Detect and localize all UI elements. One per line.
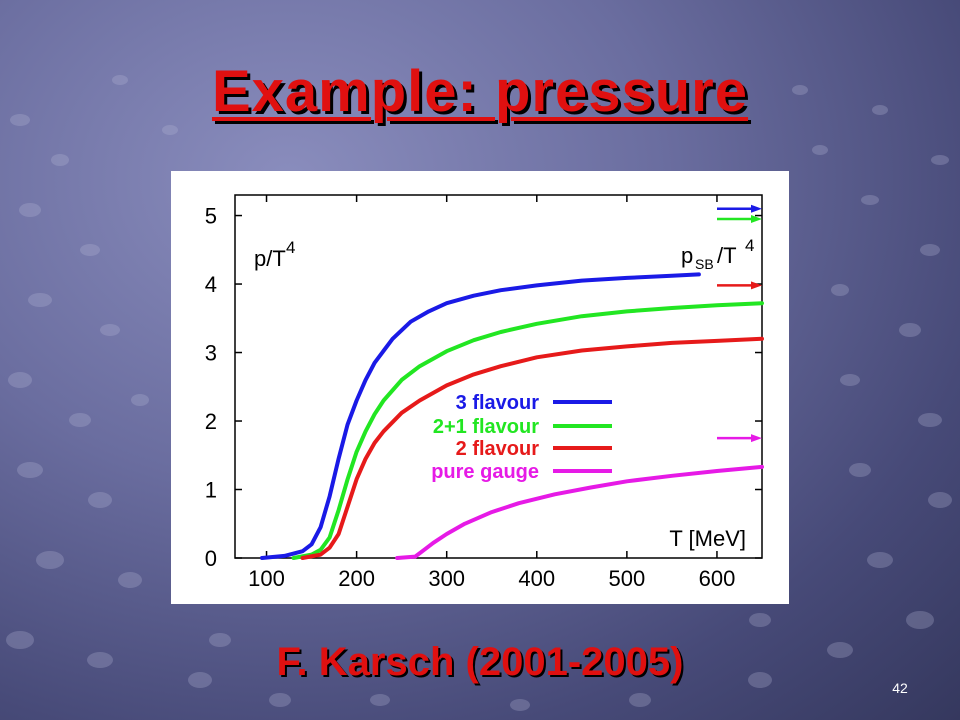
y-tick-label: 1 (205, 478, 217, 503)
sb-arrowhead-3 (751, 281, 762, 290)
legend-label-4: pure gauge (431, 461, 539, 483)
plot-frame (234, 194, 763, 559)
y-axis-label-exponent: 4 (286, 238, 295, 257)
y-tick-label: 2 (205, 409, 217, 434)
sb-label-subscript: SB (695, 256, 714, 272)
series-line-2 (291, 301, 764, 560)
x-tick-label: 500 (609, 566, 646, 591)
legend-label-1: 3 flavour (456, 392, 540, 414)
sb-label-p: p (681, 243, 693, 268)
sb-label-tail: /T (717, 243, 737, 268)
x-tick-label: 400 (518, 566, 555, 591)
series-line-3 (300, 336, 764, 560)
x-tick-label: 100 (248, 566, 285, 591)
chart-panel: 100 200 300 400 500 600 0 1 2 3 4 5 p/T 4 p SB/T 4 T [MeV… (171, 171, 789, 604)
legend-label-3: 2 flavour (456, 438, 540, 460)
y-tick-label: 0 (205, 546, 217, 571)
slide-title: Example: pressure (211, 59, 749, 124)
series-line-4 (395, 464, 764, 560)
sb-label-exponent: 4 (745, 236, 754, 255)
sb-arrowhead-2 (751, 214, 762, 223)
x-tick-label: 300 (428, 566, 465, 591)
x-axis-label: T [MeV] (669, 526, 746, 551)
author-credit: F. Karsch (2001-2005) (276, 640, 684, 684)
page-number: 42 (892, 680, 908, 696)
legend-label-2: 2+1 flavour (433, 416, 539, 438)
sb-arrowhead-4 (751, 434, 762, 443)
series-line-1 (260, 272, 701, 560)
y-axis-label: p/T (254, 246, 286, 271)
y-tick-label: 5 (205, 204, 217, 229)
sb-arrowhead-1 (751, 204, 762, 213)
y-tick-label: 3 (205, 341, 217, 366)
y-tick-label: 4 (205, 272, 217, 297)
x-tick-label: 200 (338, 566, 375, 591)
x-tick-label: 600 (699, 566, 736, 591)
